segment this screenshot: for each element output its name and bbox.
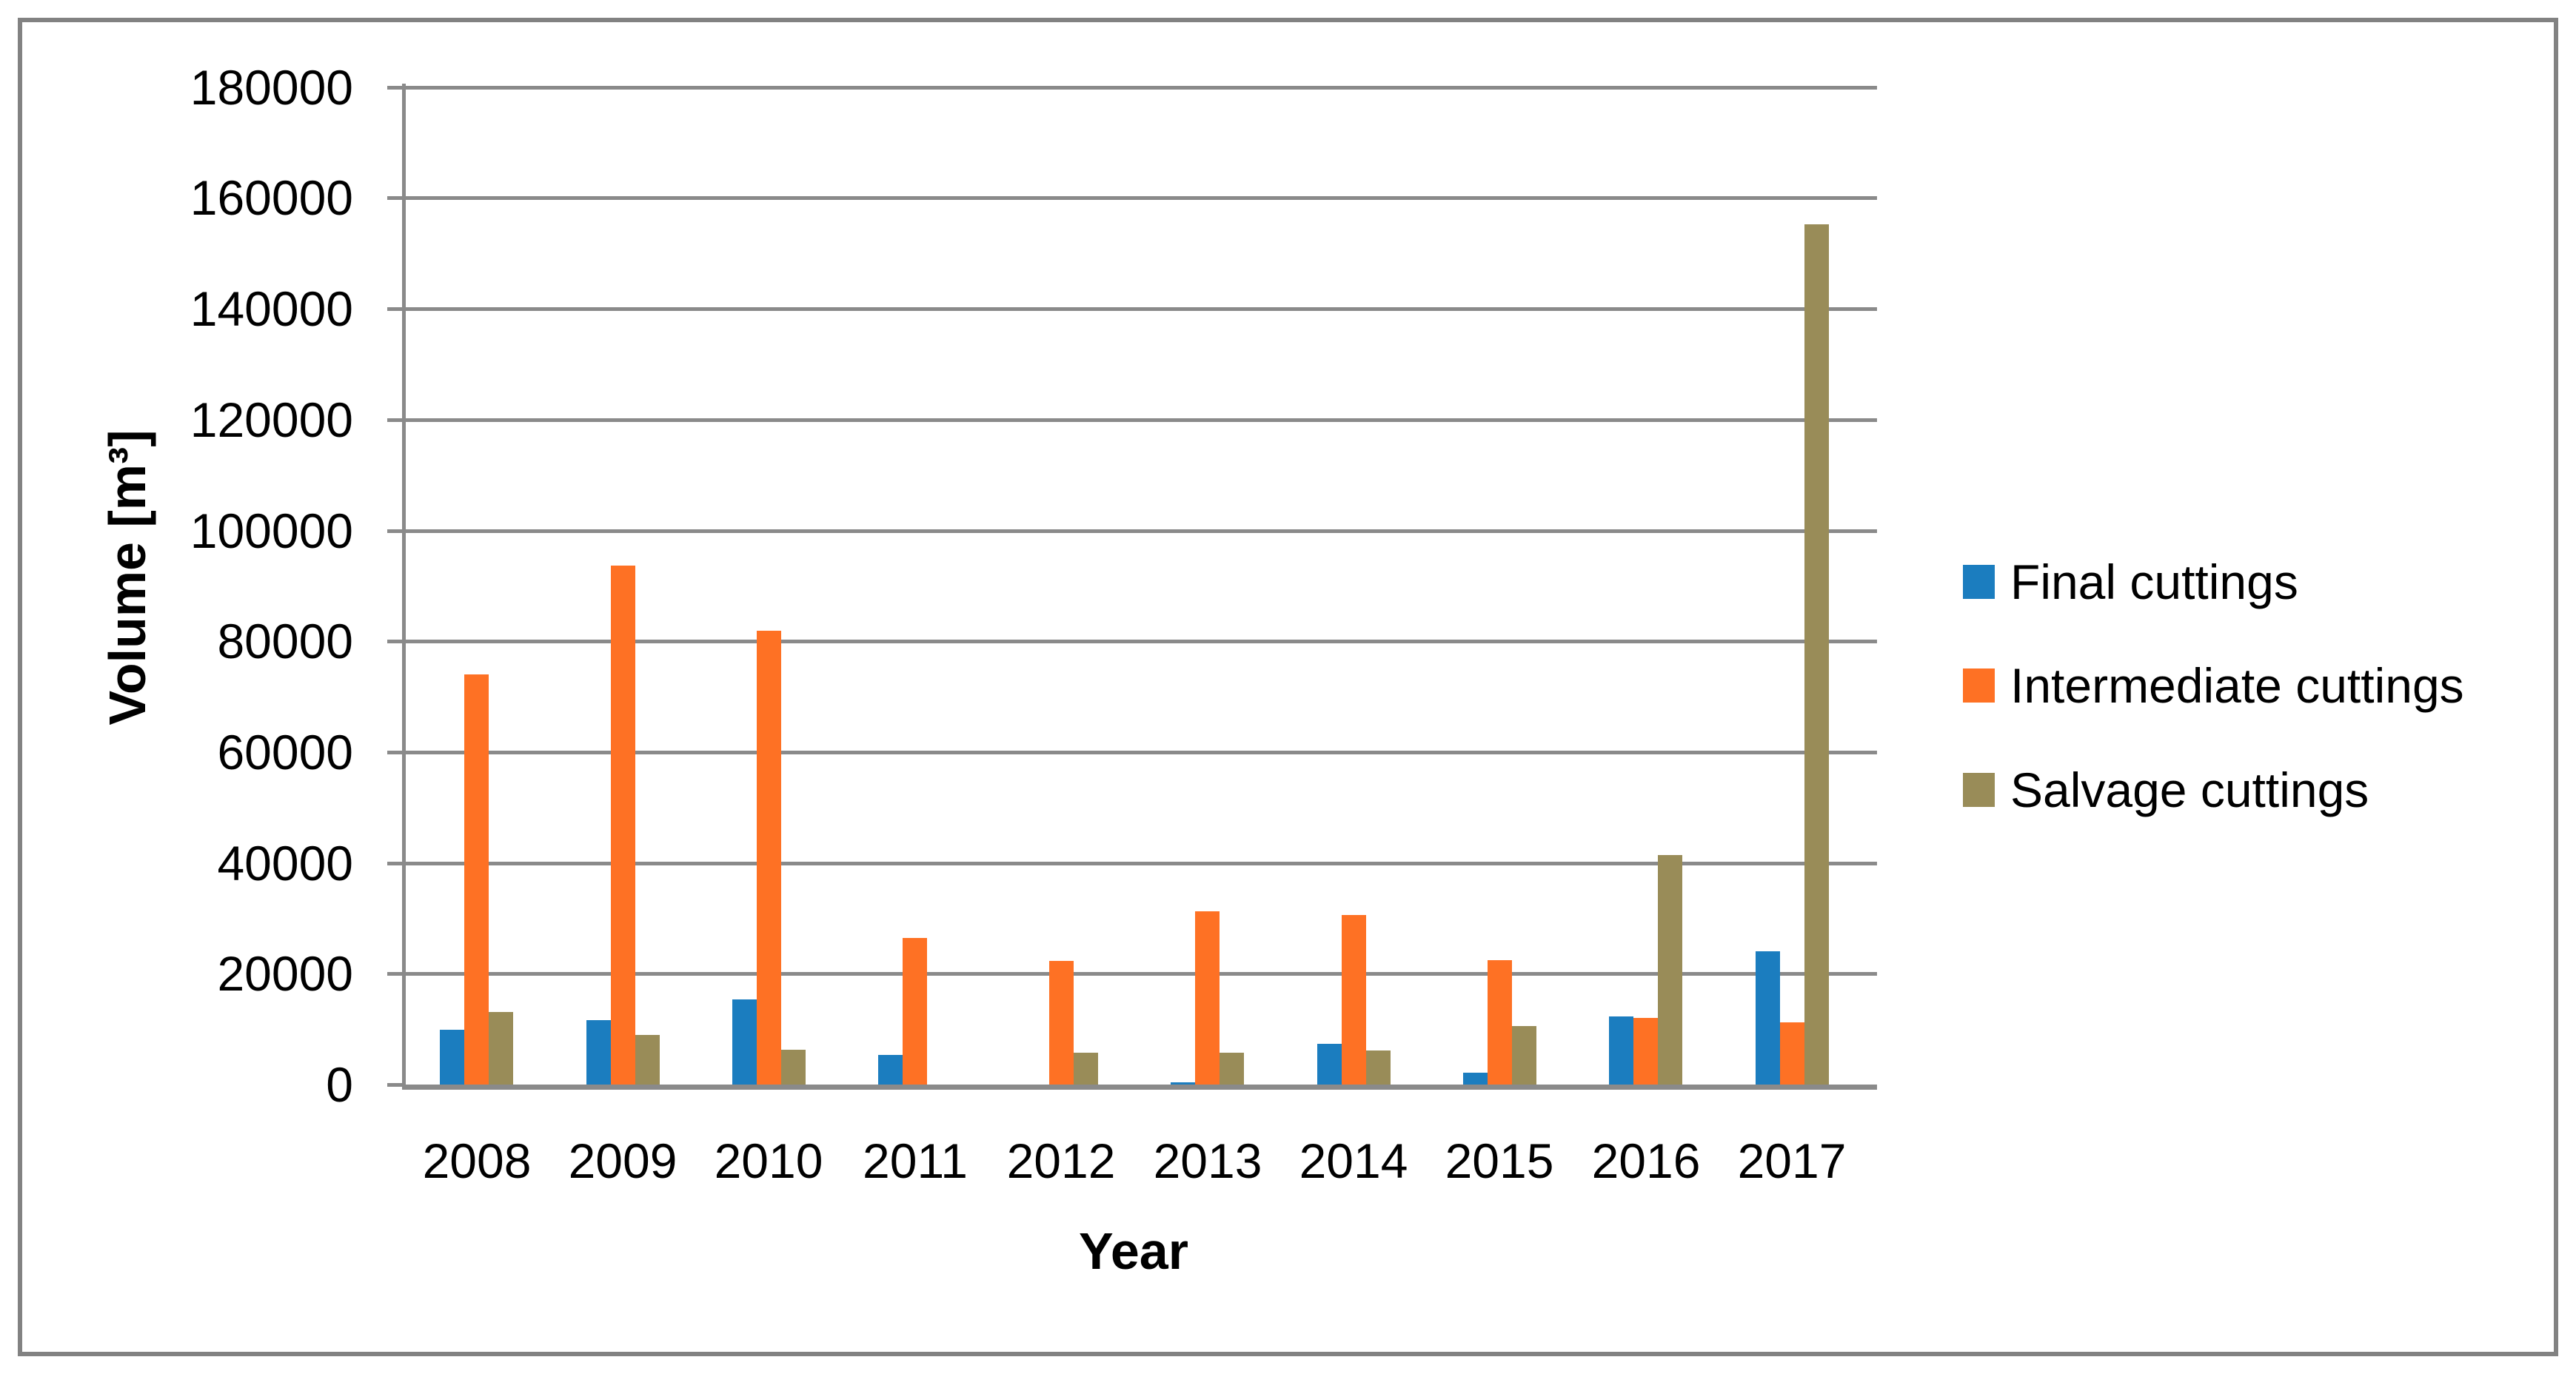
legend-swatch-salvage-cuttings [1963, 773, 1995, 807]
legend-label: Salvage cuttings [2010, 763, 2369, 817]
x-tick-label: 2015 [1445, 1133, 1554, 1188]
y-tick-label: 180000 [190, 60, 353, 115]
x-axis-title: Year [1079, 1222, 1188, 1280]
y-tick-label: 160000 [190, 170, 353, 225]
gridline [402, 196, 1877, 200]
y-tick-label: 80000 [217, 614, 353, 668]
gridline [402, 862, 1877, 865]
bar-final-cuttings-2011 [878, 1055, 903, 1085]
legend-label: Final cuttings [2010, 554, 2298, 609]
bar-salvage-cuttings-2013 [1220, 1053, 1244, 1085]
x-tick-label: 2008 [422, 1133, 532, 1188]
x-tick-label: 2013 [1153, 1133, 1262, 1188]
y-axis-tick [387, 1083, 402, 1087]
x-tick-label: 2011 [863, 1133, 968, 1188]
bar-salvage-cuttings-2010 [781, 1050, 806, 1085]
x-tick-label: 2017 [1737, 1133, 1847, 1188]
bar-intermediate-cuttings-2015 [1488, 960, 1512, 1085]
y-tick-label: 0 [326, 1057, 353, 1112]
bar-salvage-cuttings-2017 [1804, 224, 1829, 1085]
x-tick-label: 2012 [1006, 1133, 1116, 1188]
gridline [402, 751, 1877, 754]
y-tick-label: 140000 [190, 281, 353, 336]
y-axis-tick [387, 529, 402, 533]
y-axis-tick [387, 418, 402, 422]
bar-intermediate-cuttings-2008 [464, 674, 489, 1085]
chart-border [18, 18, 2558, 1356]
bar-intermediate-cuttings-2011 [903, 938, 927, 1085]
legend-swatch-final-cuttings [1963, 565, 1995, 599]
y-tick-label: 60000 [217, 725, 353, 780]
bar-salvage-cuttings-2009 [635, 1035, 660, 1085]
bar-final-cuttings-2010 [732, 999, 757, 1085]
y-axis-tick [387, 86, 402, 90]
x-tick-label: 2009 [568, 1133, 678, 1188]
bar-salvage-cuttings-2014 [1366, 1050, 1391, 1085]
bar-final-cuttings-2013 [1171, 1082, 1195, 1085]
y-axis-tick [387, 307, 402, 311]
bar-intermediate-cuttings-2013 [1195, 911, 1220, 1085]
y-tick-label: 100000 [190, 503, 353, 558]
bar-final-cuttings-2016 [1609, 1016, 1633, 1085]
y-tick-label: 120000 [190, 392, 353, 447]
bar-salvage-cuttings-2008 [489, 1012, 513, 1085]
x-tick-label: 2016 [1591, 1133, 1701, 1188]
y-tick-label: 20000 [217, 946, 353, 1001]
y-axis-tick [387, 196, 402, 200]
y-axis-tick [387, 640, 402, 643]
gridline [402, 529, 1877, 533]
gridline [402, 640, 1877, 643]
bar-salvage-cuttings-2016 [1658, 855, 1682, 1085]
bar-final-cuttings-2017 [1756, 951, 1780, 1085]
x-tick-label: 2014 [1299, 1133, 1408, 1188]
legend-swatch-intermediate-cuttings [1963, 668, 1995, 703]
bar-final-cuttings-2014 [1317, 1044, 1342, 1085]
x-tick-label: 2010 [714, 1133, 823, 1188]
bar-final-cuttings-2009 [586, 1020, 611, 1085]
bar-salvage-cuttings-2015 [1512, 1026, 1536, 1085]
y-axis-title: Volume [m³] [98, 429, 156, 725]
gridline [402, 972, 1877, 976]
bar-final-cuttings-2008 [440, 1030, 464, 1085]
y-tick-label: 40000 [217, 836, 353, 891]
bar-intermediate-cuttings-2010 [757, 631, 781, 1085]
x-axis-line [402, 1085, 1877, 1090]
bar-intermediate-cuttings-2012 [1049, 961, 1074, 1085]
gridline [402, 418, 1877, 422]
y-axis-tick [387, 862, 402, 865]
bar-final-cuttings-2015 [1463, 1073, 1488, 1085]
gridline [402, 307, 1877, 311]
bar-salvage-cuttings-2012 [1074, 1053, 1098, 1085]
bar-intermediate-cuttings-2009 [611, 566, 635, 1085]
bar-intermediate-cuttings-2016 [1633, 1018, 1658, 1085]
y-axis-tick [387, 972, 402, 976]
y-axis-line [402, 84, 406, 1090]
gridline [402, 86, 1877, 90]
bar-intermediate-cuttings-2014 [1342, 915, 1366, 1085]
bar-intermediate-cuttings-2017 [1780, 1022, 1804, 1085]
legend-label: Intermediate cuttings [2010, 658, 2464, 713]
y-axis-tick [387, 751, 402, 754]
